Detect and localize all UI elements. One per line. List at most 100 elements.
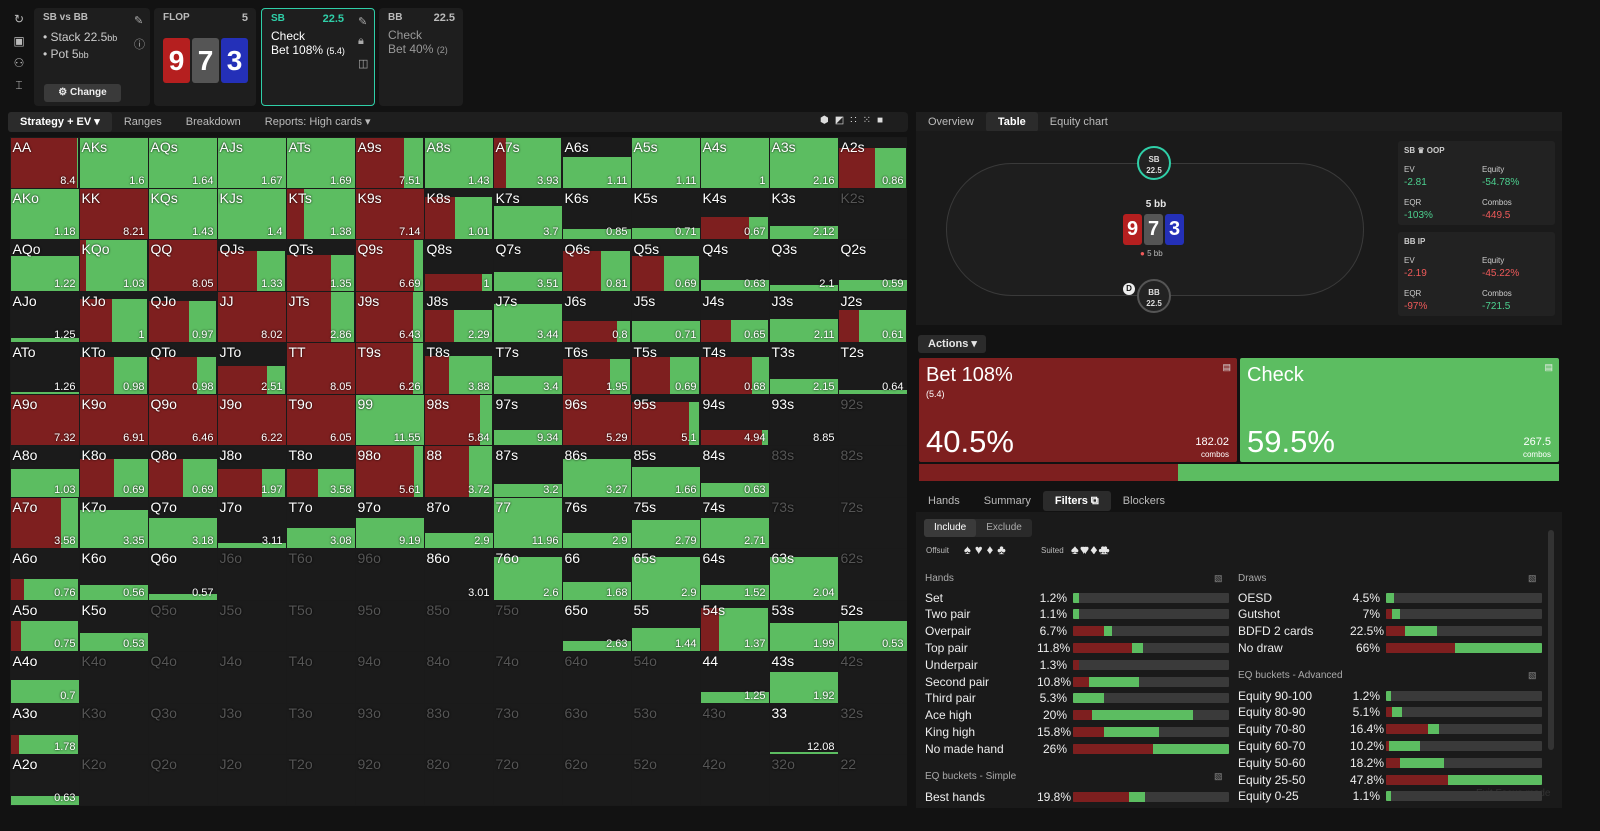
hand-cell[interactable]: A8s 1.43 [424,137,493,188]
hand-cell[interactable]: AKo 1.18 [10,188,79,240]
hand-cell[interactable]: 83s [769,446,838,497]
bb-node-card[interactable]: BB 22.5 Check Bet 40% (2) [379,8,463,106]
hand-cell[interactable]: K2o [79,755,148,806]
hand-cell[interactable]: T3s 2.15 [769,343,838,394]
hand-cell[interactable]: 87s 3.2 [493,446,562,497]
hand-cell[interactable]: 97s 9.34 [493,394,562,446]
hand-cell[interactable]: Q6s 0.81 [562,240,631,291]
hand-cell[interactable]: 63o [562,703,631,755]
hand-cell[interactable]: 52o [631,755,700,806]
hand-cell[interactable]: 98s 5.84 [424,394,493,446]
hand-cell[interactable]: 74s 2.71 [700,497,769,549]
hand-cell[interactable]: K7s 3.7 [493,188,562,240]
cube-icon[interactable]: ⬢ [820,115,829,126]
hand-cell[interactable]: 85o [424,600,493,652]
hand-cell[interactable]: K8s 1.01 [424,188,493,240]
tab-table[interactable]: Table [985,112,1038,132]
sb-node-card[interactable]: SB 22.5 Check Bet 108% (5.4) ✎ 🔒︎ ◫ [261,8,375,106]
hand-cell[interactable]: AQs 1.64 [148,137,217,188]
hand-cell[interactable]: K8o 0.69 [79,446,148,497]
hand-cell[interactable]: T9s 6.26 [355,343,424,394]
hand-cell[interactable]: 93s 8.85 [769,394,838,446]
hand-cell[interactable]: KQs 1.43 [148,188,217,240]
small-grid-icon[interactable]: ∷ [850,115,857,126]
hand-cell[interactable]: 43o [700,703,769,755]
hand-cell[interactable]: Q4o [148,652,217,703]
text-cursor-icon[interactable]: ⌶ [15,78,23,92]
hand-cell[interactable]: A9o 7.32 [10,394,79,446]
filter-row[interactable]: Equity 0-25 1.1% [1238,789,1542,804]
tab-blockers[interactable]: Blockers [1122,495,1165,507]
hand-cell[interactable]: 64o [562,652,631,703]
lock-icon[interactable]: 🔒︎ [358,35,364,47]
check-action-box[interactable]: Check 59.5% 267.5 combos ▤ [1240,358,1559,462]
hand-cell[interactable]: 72s [838,497,907,549]
hand-cell[interactable]: 92s [838,394,907,446]
hand-cell[interactable]: 63s 2.04 [769,549,838,600]
hand-cell[interactable]: AJs 1.67 [217,137,286,188]
hand-cell[interactable]: 88 3.72 [424,446,493,497]
filter-row[interactable]: Overpair 6.7% [925,624,1229,639]
filter-row[interactable]: Third pair 5.3% [925,691,1229,706]
change-button[interactable]: ⚙ Change [44,84,121,102]
hand-cell[interactable]: Q5s 0.69 [631,240,700,291]
hand-cell[interactable]: 44 1.25 [700,652,769,703]
hand-cell[interactable]: A4o 0.7 [10,652,79,703]
hand-cell[interactable]: 62o [562,755,631,806]
hand-cell[interactable]: 92o [355,755,424,806]
filter-row[interactable]: OESD 4.5% [1238,590,1542,605]
hand-cell[interactable]: T6s 1.95 [562,343,631,394]
hand-cell[interactable]: 86s 3.27 [562,446,631,497]
square-icon[interactable]: ■ [876,115,883,126]
hand-cell[interactable]: J9o 6.22 [217,394,286,446]
hand-cell[interactable]: 43s 1.92 [769,652,838,703]
hand-cell[interactable]: ATs 1.69 [286,137,355,188]
suit-icon[interactable]: ♠ [964,542,971,557]
hand-cell[interactable]: Q2s 0.59 [838,240,907,291]
filter-row[interactable]: No made hand 26% [925,741,1229,756]
hand-cell[interactable]: J2o [217,755,286,806]
hand-cell[interactable]: JJ 8.02 [217,291,286,343]
tab-overview[interactable]: Overview [928,116,974,128]
hand-cell[interactable]: T8o 3.58 [286,446,355,497]
include-toggle[interactable]: Include [924,519,977,537]
hand-cell[interactable]: A3o 1.78 [10,703,79,755]
tab-reports[interactable]: Reports: High cards ▾ [264,116,371,128]
history-icon[interactable]: ↻ [13,12,25,26]
filter-row[interactable]: Equity 90-100 1.2% [1238,688,1542,703]
tab-filters[interactable]: Filters ⧉ [1042,491,1111,511]
hand-cell[interactable]: 53o [631,703,700,755]
scrollbar[interactable] [1548,530,1554,750]
hand-cell[interactable]: Q4s 0.63 [700,240,769,291]
hand-cell[interactable]: 62s [838,549,907,600]
filter-row[interactable]: Ace high 20% [925,708,1229,723]
hand-cell[interactable]: QTs 1.35 [286,240,355,291]
bb-seat[interactable]: BB 22.5 [1137,279,1171,313]
hand-cell[interactable]: 82o [424,755,493,806]
hand-cell[interactable]: 64s 1.52 [700,549,769,600]
hand-cell[interactable]: AKs 1.6 [79,137,148,188]
hand-cell[interactable]: K4s 0.67 [700,188,769,240]
hand-cell[interactable]: A6o 0.76 [10,549,79,600]
collapse-icon[interactable]: ▧ [1214,573,1223,583]
book-icon[interactable]: ◫ [358,58,369,70]
hand-cell[interactable]: T7s 3.4 [493,343,562,394]
tab-equity-chart[interactable]: Equity chart [1049,116,1108,128]
save-icon[interactable]: ▣ [13,34,25,48]
filter-row[interactable]: King high 15.8% [925,724,1229,739]
hand-cell[interactable]: J3o [217,703,286,755]
sb-action-bet[interactable]: Bet 108% (5.4) [271,43,345,57]
collapse-icon[interactable]: ▧ [1528,670,1537,680]
hand-cell[interactable]: KTs 1.38 [286,188,355,240]
info-icon[interactable]: ⓘ [134,39,145,51]
pencil-icon[interactable]: ✎ [358,16,368,28]
sb-seat[interactable]: SB 22.5 [1137,146,1171,180]
hand-cell[interactable]: J7s 3.44 [493,291,562,343]
suited-suit-pair-icon[interactable]: ♥♥ [1079,542,1090,557]
hand-cell[interactable]: K3o [79,703,148,755]
hand-cell[interactable]: 73s [769,497,838,549]
hand-cell[interactable]: T2s 0.64 [838,343,907,394]
expand-icon[interactable]: ▤ [1544,362,1553,372]
tab-strategy-ev[interactable]: Strategy + EV ▾ [8,112,112,132]
